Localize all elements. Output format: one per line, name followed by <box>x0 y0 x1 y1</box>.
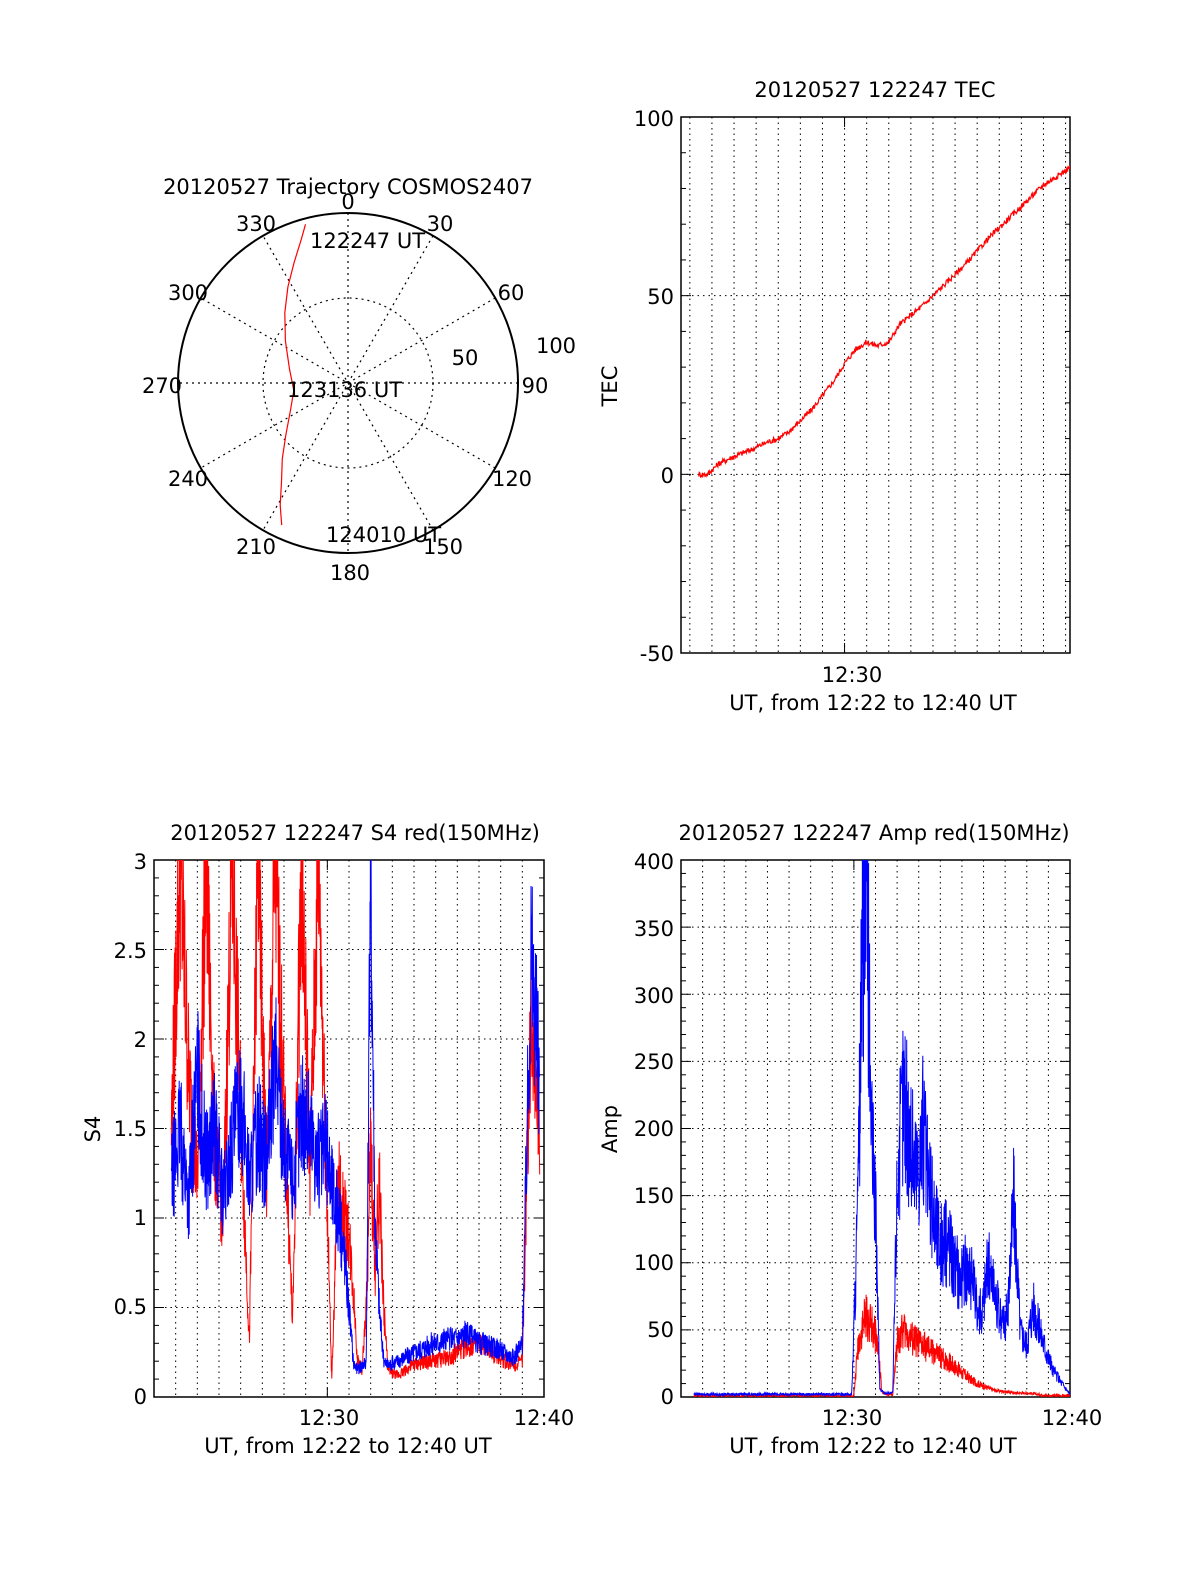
s4-ytick-1.5: 1.5 <box>114 1117 147 1141</box>
tec-data <box>698 165 1070 479</box>
amp-plot: 20120527 122247 Amp red(150MHz) 400 350 … <box>598 821 1102 1458</box>
azimuth-spoke <box>262 235 434 531</box>
tec-xlabel: UT, from 12:22 to 12:40 UT <box>729 691 1017 715</box>
azimuth-label-30: 30 <box>427 212 454 236</box>
amp-xtick-1230: 12:30 <box>822 1406 883 1430</box>
s4-title: 20120527 122247 S4 red(150MHz) <box>170 821 540 845</box>
series-line-red <box>698 165 1070 479</box>
azimuth-label-150: 150 <box>423 535 463 559</box>
tec-ytick-50: 50 <box>647 285 674 309</box>
amp-ytick-250: 250 <box>634 1050 674 1074</box>
s4-ytick-0: 0 <box>134 1385 147 1409</box>
amp-title: 20120527 122247 Amp red(150MHz) <box>678 821 1069 845</box>
azimuth-label-120: 120 <box>492 467 532 491</box>
s4-xlabel: UT, from 12:22 to 12:40 UT <box>204 1434 492 1458</box>
tec-ytick-0: 0 <box>661 464 674 488</box>
azimuth-label-60: 60 <box>498 281 525 305</box>
elevation-label-100: 100 <box>536 334 576 358</box>
azimuth-label-90: 90 <box>522 374 549 398</box>
polar-title: 20120527 Trajectory COSMOS2407 <box>163 175 533 199</box>
polar-grid <box>177 212 519 554</box>
series-line-blue <box>693 860 1070 1397</box>
amp-ytick-200: 200 <box>634 1117 674 1141</box>
amp-ticks: 400 350 300 250 200 150 100 50 0 12:30 1… <box>634 850 1102 1430</box>
series-line-red <box>693 1294 1070 1397</box>
azimuth-label-300: 300 <box>168 281 208 305</box>
trajectory-mid-label: 123136 UT <box>287 378 402 402</box>
azimuth-label-330: 330 <box>236 212 276 236</box>
clipped-series <box>693 860 1070 1397</box>
amp-xtick-1240: 12:40 <box>1042 1406 1103 1430</box>
tec-plot: 20120527 122247 TEC 100 50 0 -50 12:30 T… <box>598 78 1071 715</box>
amp-ytick-400: 400 <box>634 850 674 874</box>
clipped-series <box>698 165 1070 479</box>
azimuth-label-210: 210 <box>236 535 276 559</box>
s4-ticks: 3 2.5 2 1.5 1 0.5 0 12:30 12:40 <box>114 850 575 1430</box>
s4-plot: 20120527 122247 S4 red(150MHz) 3 2.5 2 1… <box>81 821 575 1458</box>
tec-ticks: 100 50 0 -50 12:30 <box>634 107 882 687</box>
s4-ytick-0.5: 0.5 <box>114 1295 147 1319</box>
series-line-blue <box>170 860 541 1375</box>
s4-data <box>170 860 541 1380</box>
amp-ytick-150: 150 <box>634 1184 674 1208</box>
amp-ytick-50: 50 <box>647 1318 674 1342</box>
polar-tick-labels: 0 30 60 90 120 150 180 210 240 270 300 3… <box>142 190 576 585</box>
azimuth-label-240: 240 <box>168 467 208 491</box>
amp-data <box>693 860 1070 1397</box>
plot-frame <box>680 116 1071 654</box>
horizon-ring <box>177 212 519 554</box>
clipped-series <box>170 860 541 1380</box>
s4-ytick-3: 3 <box>134 850 147 874</box>
trajectory-line <box>279 224 307 526</box>
trajectory-end-label: 124010 UT <box>326 523 441 547</box>
s4-ytick-2: 2 <box>134 1028 147 1052</box>
s4-ytick-1: 1 <box>134 1206 147 1230</box>
s4-xtick-1240: 12:40 <box>514 1406 575 1430</box>
azimuth-label-180: 180 <box>330 561 370 585</box>
elevation-label-50: 50 <box>452 346 479 370</box>
amp-grid <box>680 859 1071 1398</box>
elevation-ring <box>262 297 434 469</box>
series-line-red <box>170 860 541 1380</box>
tec-xtick-1230: 12:30 <box>822 663 883 687</box>
trajectory-polar-plot: 20120527 Trajectory COSMOS2407 0 30 60 9… <box>142 175 576 585</box>
trajectory-start-label: 122247 UT <box>310 229 425 253</box>
tec-ylabel: TEC <box>598 366 622 408</box>
tec-title: 20120527 122247 TEC <box>754 78 995 102</box>
amp-xlabel: UT, from 12:22 to 12:40 UT <box>729 1434 1017 1458</box>
amp-ytick-0: 0 <box>661 1385 674 1409</box>
amp-ytick-100: 100 <box>634 1251 674 1275</box>
s4-xtick-1230: 12:30 <box>299 1406 360 1430</box>
amp-ytick-350: 350 <box>634 917 674 941</box>
azimuth-label-270: 270 <box>142 374 182 398</box>
amp-ytick-300: 300 <box>634 984 674 1008</box>
polar-data <box>279 224 307 526</box>
tec-ytick-100: 100 <box>634 107 674 131</box>
tec-ytick-minus50: -50 <box>640 642 674 666</box>
azimuth-label-0: 0 <box>341 190 354 214</box>
s4-ylabel: S4 <box>81 1116 105 1143</box>
s4-ytick-2.5: 2.5 <box>114 939 147 963</box>
tec-grid <box>680 116 1071 654</box>
amp-ylabel: Amp <box>598 1105 622 1153</box>
